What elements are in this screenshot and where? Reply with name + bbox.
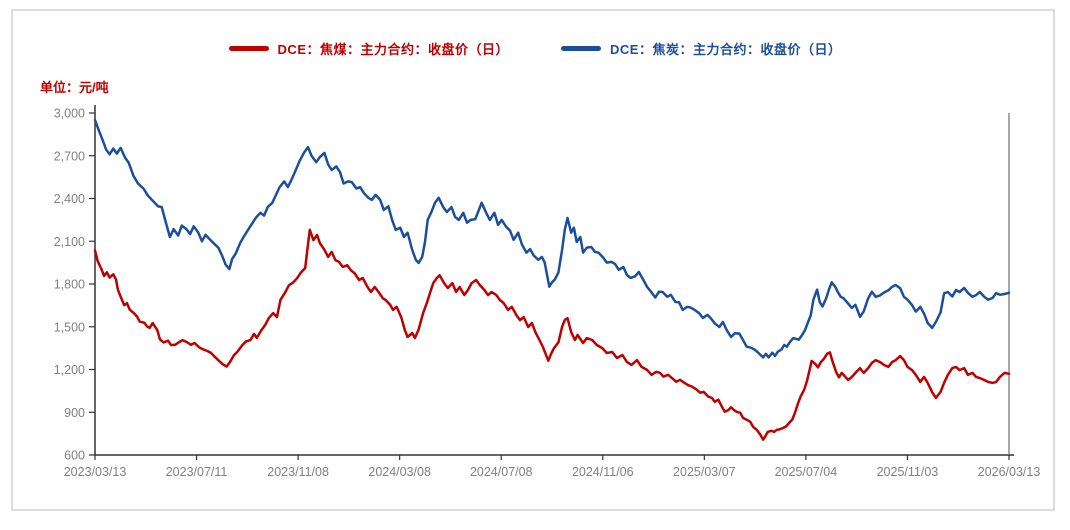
chart-frame-border <box>11 9 1055 511</box>
coking-coal-line <box>93 228 1011 441</box>
x-tick-label: 2025/07/04 <box>775 465 838 479</box>
y-tick-label: 1,800 <box>54 278 85 292</box>
y-tick-label: 1,500 <box>54 320 85 334</box>
x-tick-label: 2026/03/13 <box>978 465 1041 479</box>
y-tick-label: 2,100 <box>54 235 85 249</box>
y-tick-label: 1,200 <box>54 363 85 377</box>
y-tick-label: 2,700 <box>54 149 85 163</box>
legend-item-coke: DCE：焦炭：主力合约：收盘价（日） <box>561 39 841 58</box>
coke-legend-label: DCE：焦炭：主力合约：收盘价（日） <box>610 42 842 57</box>
coke-line <box>93 118 1011 359</box>
y-tick-label: 3,000 <box>54 107 85 121</box>
y-tick-label: 900 <box>64 406 85 420</box>
y-tick-label: 600 <box>64 449 85 463</box>
x-tick-label: 2023/03/13 <box>64 465 127 479</box>
y-tick-label: 2,400 <box>54 192 85 206</box>
coking-coal-legend-swatch <box>228 46 269 51</box>
x-tick-label: 2024/11/06 <box>572 465 634 479</box>
coking-coal-legend-label: DCE：焦煤：主力合约：收盘价（日） <box>277 42 509 57</box>
unit-label: 单位：元/吨 <box>40 80 109 95</box>
coke-legend-swatch <box>561 46 601 51</box>
x-tick-label: 2024/07/08 <box>470 465 533 479</box>
x-tick-label: 2025/03/07 <box>673 465 736 479</box>
x-tick-label: 2023/11/08 <box>267 465 329 479</box>
x-tick-label: 2025/11/03 <box>877 465 939 479</box>
x-tick-label: 2023/07/11 <box>166 465 228 479</box>
x-tick-label: 2024/03/08 <box>368 465 431 479</box>
legend-item-coking-coal: DCE：焦煤：主力合约：收盘价（日） <box>228 39 509 58</box>
legend: DCE：焦煤：主力合约：收盘价（日） DCE：焦炭：主力合约：收盘价（日） <box>0 39 1070 58</box>
